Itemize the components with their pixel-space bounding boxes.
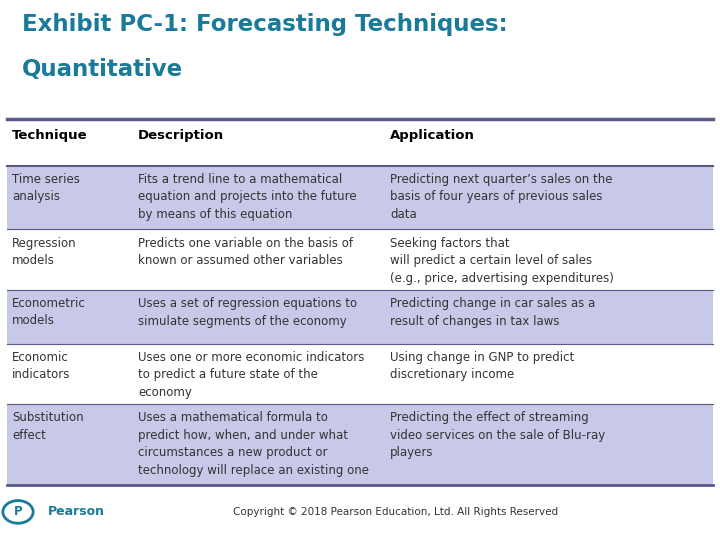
FancyBboxPatch shape: [7, 290, 713, 344]
FancyBboxPatch shape: [7, 344, 713, 404]
Text: Uses one or more economic indicators
to predict a future state of the
economy: Uses one or more economic indicators to …: [138, 351, 364, 399]
Text: Application: Application: [390, 129, 475, 142]
Text: Predicting next quarter’s sales on the
basis of four years of previous sales
dat: Predicting next quarter’s sales on the b…: [390, 173, 613, 221]
Text: Quantitative: Quantitative: [22, 58, 183, 81]
FancyBboxPatch shape: [7, 166, 713, 230]
Text: Predicts one variable on the basis of
known or assumed other variables: Predicts one variable on the basis of kn…: [138, 237, 354, 267]
Text: Using change in GNP to predict
discretionary income: Using change in GNP to predict discretio…: [390, 351, 575, 381]
Text: Seeking factors that
will predict a certain level of sales
(e.g., price, adverti: Seeking factors that will predict a cert…: [390, 237, 614, 285]
Text: Uses a mathematical formula to
predict how, when, and under what
circumstances a: Uses a mathematical formula to predict h…: [138, 411, 369, 477]
Text: Substitution
effect: Substitution effect: [12, 411, 84, 442]
Text: Technique: Technique: [12, 129, 88, 142]
Text: Pearson: Pearson: [48, 505, 105, 518]
Text: Economic
indicators: Economic indicators: [12, 351, 71, 381]
Text: Regression
models: Regression models: [12, 237, 77, 267]
Text: Time series
analysis: Time series analysis: [12, 173, 80, 203]
Text: Fits a trend line to a mathematical
equation and projects into the future
by mea: Fits a trend line to a mathematical equa…: [138, 173, 357, 221]
FancyBboxPatch shape: [7, 404, 713, 485]
Text: Uses a set of regression equations to
simulate segments of the economy: Uses a set of regression equations to si…: [138, 297, 357, 327]
FancyBboxPatch shape: [7, 230, 713, 290]
Text: Copyright © 2018 Pearson Education, Ltd. All Rights Reserved: Copyright © 2018 Pearson Education, Ltd.…: [233, 507, 559, 517]
Text: Predicting change in car sales as a
result of changes in tax laws: Predicting change in car sales as a resu…: [390, 297, 595, 327]
Text: P: P: [14, 505, 22, 518]
FancyBboxPatch shape: [7, 122, 713, 166]
Text: Predicting the effect of streaming
video services on the sale of Blu-ray
players: Predicting the effect of streaming video…: [390, 411, 606, 460]
Text: Econometric
models: Econometric models: [12, 297, 86, 327]
Text: Exhibit PC-1: Forecasting Techniques:: Exhibit PC-1: Forecasting Techniques:: [22, 14, 507, 37]
Text: Description: Description: [138, 129, 225, 142]
